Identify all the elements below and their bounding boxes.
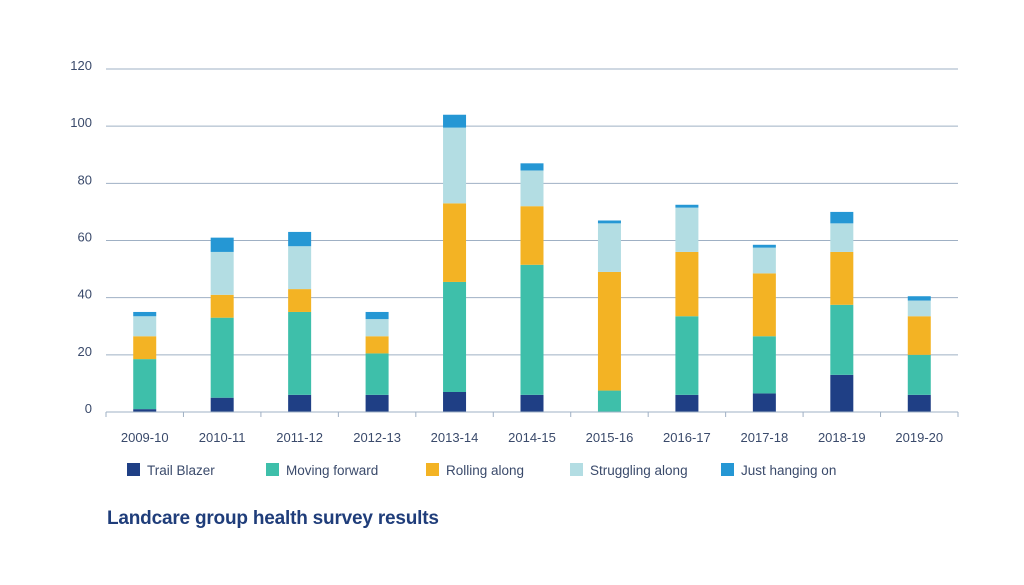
bar-segment [133, 359, 157, 410]
bar-segment [675, 394, 699, 412]
bar-segment [443, 127, 467, 204]
bar-segment [830, 374, 854, 412]
bar-segment [752, 244, 776, 248]
bar-segment [365, 319, 389, 337]
bar-segment [133, 409, 157, 412]
y-axis: 0 20 40 60 80 100 120 [70, 58, 92, 416]
bar-segment [907, 354, 931, 395]
bar-segment [597, 271, 621, 391]
x-axis: 2009-10 2010-11 2011-12 2012-13 2013-14 2014-… [105, 411, 959, 445]
y-tick-label: 0 [85, 401, 92, 416]
x-category-label: 2011-12 [276, 430, 323, 445]
bar-segment [288, 394, 312, 412]
bar-segment [597, 220, 621, 224]
legend-swatch [266, 463, 279, 476]
bar-segment [675, 207, 699, 252]
legend-label: Just hanging on [741, 463, 836, 478]
bar-segment [210, 294, 234, 318]
x-category-label: 2013-14 [431, 430, 479, 445]
bar-segment [520, 163, 544, 171]
bar-segment [443, 203, 467, 282]
y-tick-label: 100 [70, 115, 92, 130]
bar-segment [133, 316, 157, 337]
bar-segment [520, 394, 544, 412]
bar-segment [520, 264, 544, 395]
bar-segment [907, 300, 931, 317]
bar-segment [520, 206, 544, 265]
bar-segment [752, 393, 776, 412]
chart-caption: Landcare group health survey results [107, 508, 439, 529]
bar-segment [210, 237, 234, 252]
legend-label: Rolling along [446, 463, 524, 478]
y-tick-label: 20 [78, 344, 92, 359]
x-category-label: 2010-11 [199, 430, 246, 445]
bar-segment [133, 311, 157, 317]
bar-segment [675, 251, 699, 317]
bar-segment [365, 336, 389, 354]
x-category-label: 2016-17 [663, 430, 711, 445]
bar-segment [597, 223, 621, 272]
y-tick-label: 120 [70, 58, 92, 73]
legend-label: Struggling along [590, 463, 688, 478]
bar-segment [675, 316, 699, 395]
bar-segment [365, 353, 389, 395]
y-tick-label: 60 [78, 230, 92, 245]
bar-segment [210, 251, 234, 295]
bar-segment [365, 311, 389, 320]
bar-segment [907, 394, 931, 412]
bar-segment [288, 311, 312, 395]
bar-segment [752, 336, 776, 394]
x-category-label: 2018-19 [818, 430, 866, 445]
bars [133, 114, 931, 412]
bar-segment [907, 296, 931, 301]
legend-label: Trail Blazer [147, 463, 215, 478]
x-category-label: 2009-10 [121, 430, 169, 445]
bar-segment [288, 231, 312, 247]
legend-swatch [127, 463, 140, 476]
bar-segment [288, 246, 312, 290]
bar-segment [443, 114, 467, 128]
y-tick-label: 40 [78, 287, 92, 302]
bar-segment [752, 247, 776, 274]
bar-segment [443, 281, 467, 392]
legend-swatch [721, 463, 734, 476]
bar-segment [752, 273, 776, 337]
x-category-label: 2012-13 [353, 430, 401, 445]
x-category-label: 2014-15 [508, 430, 556, 445]
bar-segment [133, 336, 157, 360]
y-tick-label: 80 [78, 172, 92, 187]
bar-segment [830, 223, 854, 252]
bar-segment [520, 170, 544, 207]
x-category-label: 2017-18 [741, 430, 789, 445]
x-category-label: 2015-16 [586, 430, 634, 445]
bar-segment [830, 211, 854, 224]
legend-label: Moving forward [286, 463, 378, 478]
bar-segment [597, 390, 621, 412]
bar-segment [830, 304, 854, 375]
legend-swatch [570, 463, 583, 476]
bar-segment [210, 397, 234, 412]
bar-segment [288, 289, 312, 312]
bar-segment [210, 317, 234, 398]
legend-swatch [426, 463, 439, 476]
bar-segment [365, 394, 389, 412]
bar-segment [830, 251, 854, 305]
bar-segment [675, 204, 699, 208]
bar-segment [907, 316, 931, 355]
x-category-label: 2019-20 [895, 430, 943, 445]
legend: Trail Blazer Moving forward Rolling along S… [127, 463, 836, 478]
bar-segment [443, 391, 467, 412]
